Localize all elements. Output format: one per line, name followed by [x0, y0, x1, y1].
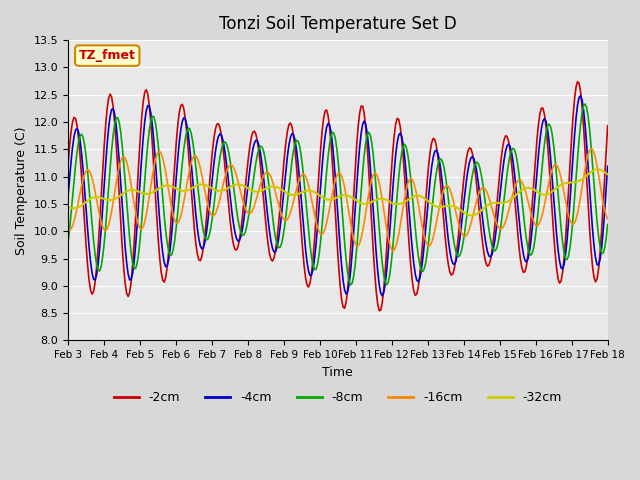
Y-axis label: Soil Temperature (C): Soil Temperature (C) [15, 126, 28, 254]
Title: Tonzi Soil Temperature Set D: Tonzi Soil Temperature Set D [219, 15, 457, 33]
Text: TZ_fmet: TZ_fmet [79, 49, 136, 62]
X-axis label: Time: Time [323, 366, 353, 379]
Legend: -2cm, -4cm, -8cm, -16cm, -32cm: -2cm, -4cm, -8cm, -16cm, -32cm [109, 386, 567, 409]
